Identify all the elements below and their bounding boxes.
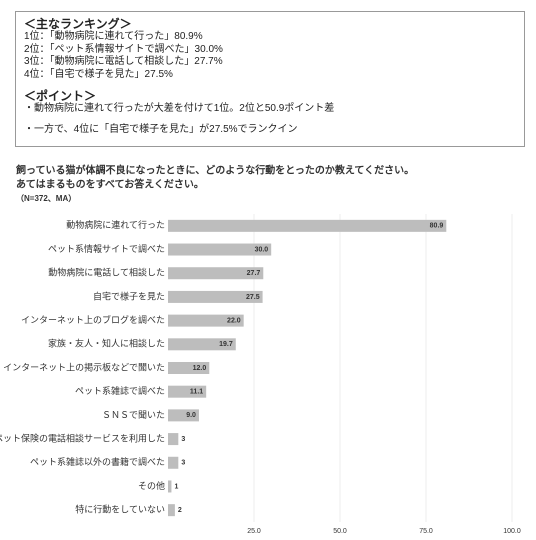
category-label: インターネット上のブログを調べた	[21, 314, 165, 325]
value-label: 80.9	[430, 223, 444, 230]
x-tick-label: 75.0	[419, 528, 433, 535]
bar	[168, 338, 236, 351]
value-label: 3	[181, 460, 185, 467]
ranking-item: 2位：「ペット系情報サイトで調べた」30.0%	[24, 43, 223, 55]
value-label: 22.0	[227, 317, 241, 324]
category-label: インターネット上の掲示板などで聞いた	[3, 361, 165, 372]
category-label: 動物病院に電話して相談した	[48, 267, 165, 278]
category-label: 動物病院に連れて行った	[66, 219, 165, 230]
category-label: ペット保険の電話相談サービスを利用した	[0, 432, 165, 443]
summary-heading: ＜主なランキング＞	[24, 17, 132, 31]
bar	[168, 243, 272, 256]
category-label: 家族・友人・知人に相談した	[48, 338, 165, 349]
bar	[168, 409, 199, 422]
category-label: その他	[138, 480, 165, 491]
bar	[168, 267, 264, 280]
value-label: 3	[181, 436, 185, 443]
bar	[168, 480, 172, 493]
chart-title: あてはまるものをすべてお答えください。	[16, 178, 204, 191]
x-tick-label: 50.0	[333, 528, 347, 535]
value-label: 9.0	[186, 412, 196, 419]
ranking-item: 1位：「動物病院に連れて行った」80.9%	[24, 31, 203, 42]
value-label: 27.7	[247, 270, 261, 277]
category-label: 特に行動をしていない	[75, 504, 165, 515]
bar	[168, 385, 207, 398]
value-label: 19.7	[219, 341, 233, 348]
chart-title: 飼っている猫が体調不良になったときに、どのような行動をとったのか教えてください。	[15, 164, 414, 177]
ranking-item: 4位：「自宅で様子を見た」27.5%	[24, 68, 173, 80]
point-item: ・一方で、4位に「自宅で様子を見た」が27.5%でランクイン	[24, 123, 298, 135]
ranking-item: 3位：「動物病院に電話して相談した」27.7%	[24, 56, 223, 67]
bar	[168, 362, 210, 374]
summary-box: ＜主なランキング＞ 1位：「動物病院に連れて行った」80.9% 2位：「ペット系情報…	[15, 11, 525, 147]
point-item: ・動物病院に連れて行ったが大差を付けて1位。2位と50.9ポイント差	[24, 103, 335, 114]
category-label: ＳＮＳで聞いた	[102, 410, 165, 420]
category-label: ペット系雑誌以外の書籍で調べた	[30, 456, 165, 467]
bar	[168, 433, 179, 446]
value-label: 1	[174, 483, 178, 490]
value-label: 11.1	[190, 389, 203, 396]
bar	[168, 456, 179, 469]
bar	[168, 290, 263, 303]
x-tick-label: 100.0	[503, 528, 521, 535]
category-label: 自宅で様子を見た	[93, 290, 165, 301]
category-label: ペット系雑誌で調べた	[75, 385, 165, 396]
value-label: 27.5	[246, 294, 260, 301]
bar	[168, 504, 175, 517]
bar	[168, 314, 244, 327]
category-label: ペット系情報サイトで調べた	[48, 243, 165, 254]
chart-subtitle: （N=372、MA）	[16, 193, 76, 203]
x-tick-label: 25.0	[247, 528, 261, 535]
point-heading: ＜ポイント＞	[24, 89, 97, 103]
bar	[168, 219, 447, 232]
value-label: 2	[178, 507, 182, 514]
value-label: 30.0	[255, 246, 269, 253]
value-label: 12.0	[193, 365, 207, 372]
